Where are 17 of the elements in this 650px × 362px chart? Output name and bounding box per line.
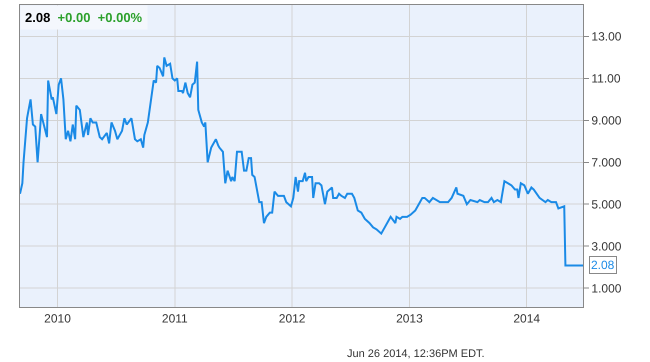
y-tick-label: 3.000 <box>591 239 622 254</box>
chart-title: 2.08 <box>25 10 50 25</box>
y-tick-label: 7.000 <box>591 155 622 170</box>
x-tick-label: 2013 <box>396 311 424 326</box>
y-tick-label: 5.000 <box>591 197 622 212</box>
chart-subtitle: +0.00 +0.00% <box>58 10 143 25</box>
x-tick-label: 2011 <box>162 311 188 326</box>
y-tick-label: 1.000 <box>591 281 622 296</box>
x-tick-label: 2014 <box>513 311 540 326</box>
annotation: 2.08 <box>591 258 615 272</box>
x-tick-label: 2012 <box>278 311 306 326</box>
text: Jun 26 2014, 12:36PM EDT. <box>347 348 485 360</box>
line-series <box>20 56 583 266</box>
y-tick-label: 9.000 <box>591 114 622 128</box>
y-tick-label: 13.00 <box>591 30 622 44</box>
y-tick-label: 11.00 <box>591 72 621 86</box>
x-tick-label: 2010 <box>44 311 72 326</box>
